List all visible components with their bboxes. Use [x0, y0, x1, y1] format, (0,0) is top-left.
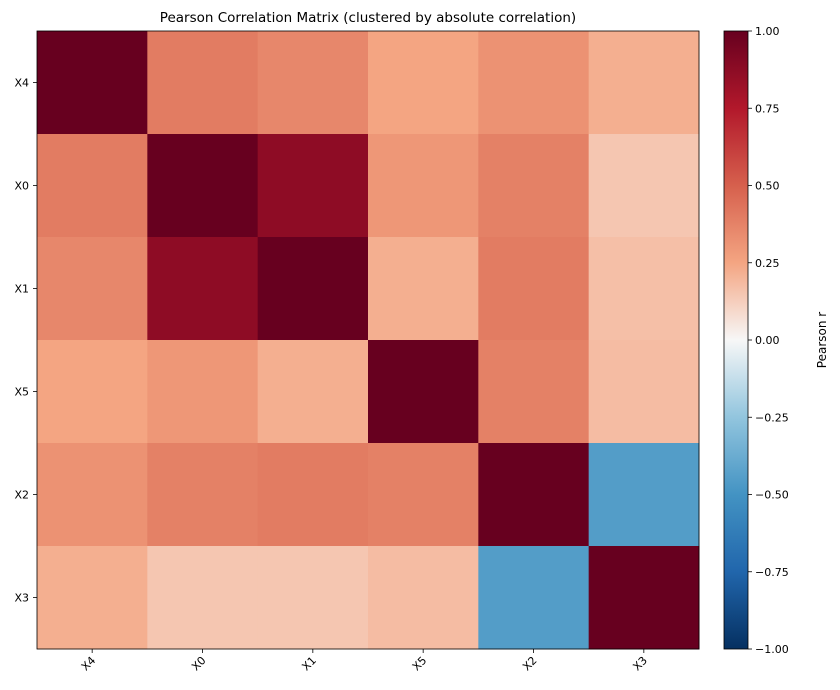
- heatmap-cell-X2-X0: [147, 443, 259, 547]
- plot-frame: [36, 30, 700, 650]
- x-tick-label-X3: X3: [630, 654, 649, 673]
- heatmap-cell-X3-X4: [37, 546, 148, 650]
- y-tick-label-X0: X0: [14, 180, 29, 193]
- heatmap-cell-X0-X5: [368, 134, 479, 238]
- colorbar-tick-label: −0.50: [755, 489, 789, 502]
- heatmap-cell-X5-X3: [588, 340, 700, 444]
- colorbar-tick-label: 0.00: [755, 334, 780, 347]
- colorbar-tick-label: 0.75: [755, 102, 780, 115]
- heatmap-cell-X2-X2: [478, 443, 590, 547]
- heatmap-cell-X3-X1: [257, 546, 369, 650]
- heatmap-cell-X0-X2: [478, 134, 590, 238]
- x-tick-label-X2: X2: [520, 654, 539, 673]
- heatmap-cell-X4-X1: [257, 31, 369, 135]
- heatmap-cell-X0-X0: [147, 134, 259, 238]
- heatmap-cell-X1-X4: [37, 237, 148, 341]
- x-tick-label-X0: X0: [189, 654, 208, 673]
- heatmap-cell-X4-X3: [588, 31, 700, 135]
- x-tick-label-X1: X1: [299, 654, 318, 673]
- heatmap-cell-X4-X2: [478, 31, 590, 135]
- x-axis: X4 X0 X1 X5 X2 X3: [79, 649, 650, 673]
- heatmap-cells: [36, 30, 700, 650]
- colorbar: 1.00 0.75 0.50 0.25 0.00 −0.25 −0.50 −0.75 −1.00: [723, 25, 789, 656]
- heatmap-cell-X5-X2: [478, 340, 590, 444]
- y-tick-label-X1: X1: [14, 283, 29, 296]
- y-axis: X4 X0 X1 X5 X2 X3: [14, 77, 37, 605]
- heatmap-cell-X4-X4: [37, 31, 148, 135]
- heatmap-cell-X3-X2: [478, 546, 590, 650]
- heatmap-cell-X5-X1: [257, 340, 369, 444]
- heatmap-cell-X0-X4: [37, 134, 148, 238]
- heatmap-cell-X3-X0: [147, 546, 259, 650]
- colorbar-tick-label: 0.25: [755, 257, 780, 270]
- x-tick-label-X4: X4: [79, 654, 98, 673]
- heatmap-cell-X1-X3: [588, 237, 700, 341]
- colorbar-tick-label: −0.25: [755, 411, 789, 424]
- heatmap-cell-X5-X0: [147, 340, 259, 444]
- colorbar-tick-label: 1.00: [755, 25, 780, 38]
- y-tick-label-X2: X2: [14, 489, 29, 502]
- heatmap-cell-X4-X0: [147, 31, 259, 135]
- y-tick-label-X5: X5: [14, 386, 29, 399]
- y-tick-label-X3: X3: [14, 592, 29, 605]
- heatmap-cell-X3-X5: [368, 546, 479, 650]
- colorbar-gradient: [723, 30, 749, 650]
- heatmap-cell-X2-X3: [588, 443, 700, 547]
- colorbar-tick-label: −1.00: [755, 643, 789, 656]
- heatmap-cell-X1-X0: [147, 237, 259, 341]
- colorbar-tick-label: −0.75: [755, 566, 789, 579]
- heatmap-cell-X5-X4: [37, 340, 148, 444]
- heatmap-cell-X0-X1: [257, 134, 369, 238]
- chart-title: Pearson Correlation Matrix (clustered by…: [160, 10, 576, 26]
- heatmap-cell-X5-X5: [368, 340, 479, 444]
- heatmap-cell-X2-X4: [37, 443, 148, 547]
- heatmap-cell-X4-X5: [368, 31, 479, 135]
- heatmap-cell-X1-X1: [257, 237, 369, 341]
- x-tick-label-X5: X5: [410, 654, 429, 673]
- y-tick-label-X4: X4: [14, 77, 29, 90]
- heatmap-cell-X3-X3: [588, 546, 700, 650]
- heatmap-cell-X1-X5: [368, 237, 479, 341]
- heatmap-cell-X2-X1: [257, 443, 369, 547]
- heatmap-cell-X0-X3: [588, 134, 700, 238]
- heatmap-cell-X2-X5: [368, 443, 479, 547]
- heatmap-cell-X1-X2: [478, 237, 590, 341]
- colorbar-label: Pearson r: [815, 312, 829, 368]
- colorbar-tick-label: 0.50: [755, 180, 780, 193]
